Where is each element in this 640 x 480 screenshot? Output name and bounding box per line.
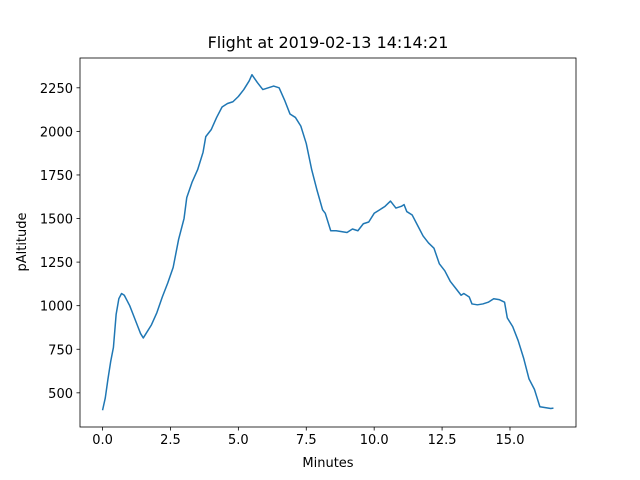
y-tick-label: 750 (48, 343, 73, 358)
y-tick-label: 2000 (40, 125, 73, 140)
x-tick-label: 15.0 (496, 433, 525, 448)
x-axis-label: Minutes (302, 456, 353, 471)
x-tick-label: 2.5 (160, 433, 181, 448)
y-tick-label: 1500 (40, 213, 73, 228)
plot-frame (79, 57, 577, 428)
y-tick-label: 500 (48, 387, 73, 402)
y-tick-label: 1250 (40, 256, 73, 271)
data-line (101, 73, 554, 411)
y-tick-label: 1750 (40, 169, 73, 184)
x-tick-label: 10.0 (360, 433, 389, 448)
x-tick-label: 0.0 (92, 433, 113, 448)
chart-title: Flight at 2019-02-13 14:14:21 (208, 33, 449, 52)
x-tick-label: 5.0 (228, 433, 249, 448)
y-axis-label: pAltitude (15, 212, 30, 271)
y-tick-label: 1000 (40, 300, 73, 315)
y-tick-label: 2250 (40, 82, 73, 97)
x-tick-label: 12.5 (428, 433, 457, 448)
x-tick-label: 7.5 (296, 433, 317, 448)
